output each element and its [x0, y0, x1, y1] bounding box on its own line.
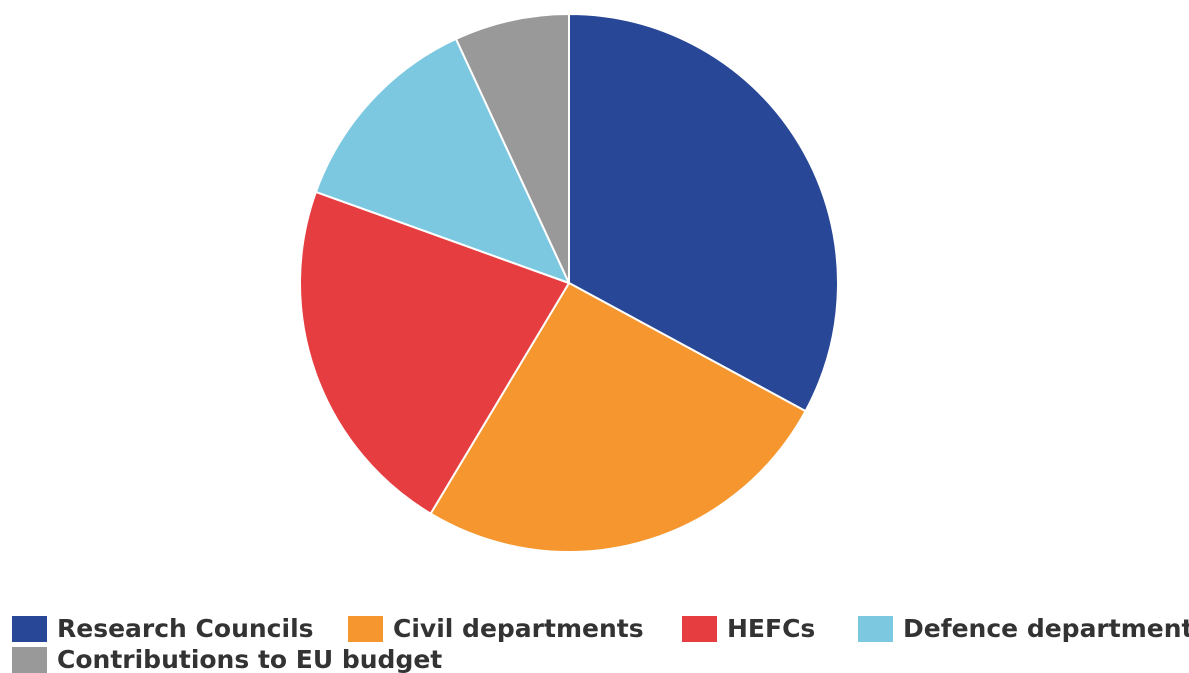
legend-item-civil-departments: Civil departments [348, 614, 644, 644]
legend-swatch [682, 616, 717, 642]
legend-item-defence-department: Defence department [858, 614, 1189, 644]
legend-label: HEFCs [727, 614, 816, 643]
chart-legend: Research Councils Civil departments HEFC… [12, 614, 1189, 673]
legend-label: Civil departments [393, 614, 644, 643]
legend-label: Contributions to EU budget [57, 645, 443, 673]
legend-swatch [858, 616, 893, 642]
legend-swatch [12, 647, 47, 673]
pie-chart [299, 13, 839, 553]
legend-swatch [12, 616, 47, 642]
legend-item-contributions-to-eu-budget: Contributions to EU budget [12, 645, 442, 673]
pie-slice-defence-department [314, 37, 570, 284]
pie-slice-hefcs [299, 190, 570, 515]
pie-slices [299, 13, 839, 553]
legend-item-research-councils: Research Councils [12, 614, 314, 644]
legend-swatch [348, 616, 383, 642]
pie-slice-research-councils [568, 13, 839, 413]
legend-item-hefcs: HEFCs [682, 614, 815, 644]
pie-slice-civil-departments [429, 282, 807, 553]
legend-label: Research Councils [57, 614, 314, 643]
pie-slice-contributions-to-eu-budget [455, 13, 570, 284]
legend-label: Defence department [903, 614, 1189, 643]
